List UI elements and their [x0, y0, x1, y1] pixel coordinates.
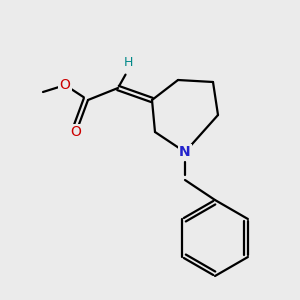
- Text: O: O: [70, 125, 81, 139]
- Text: H: H: [123, 56, 133, 68]
- Text: O: O: [60, 78, 70, 92]
- Text: N: N: [179, 145, 191, 159]
